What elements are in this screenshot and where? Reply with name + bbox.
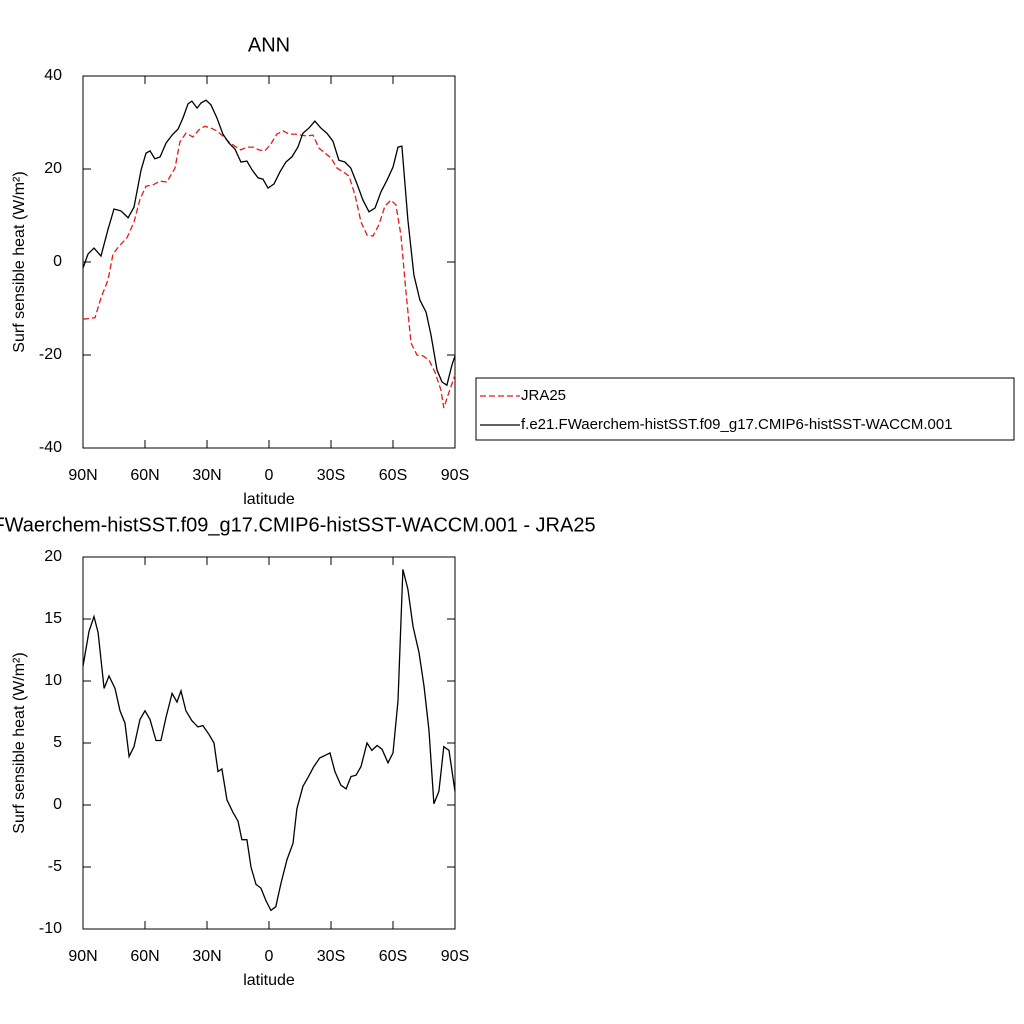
x-tick-label: 90N	[68, 467, 97, 484]
legend-label: f.e21.FWaerchem-histSST.f09_g17.CMIP6-hi…	[521, 416, 953, 433]
y-tick-label: -5	[48, 858, 62, 875]
x-tick-label: 60S	[379, 467, 407, 484]
x-tick-label: 30S	[317, 467, 345, 484]
y-tick-label: 40	[44, 67, 62, 84]
x-tick-label: 60S	[379, 948, 407, 965]
y-tick-label: 15	[44, 610, 62, 627]
data-line	[82, 569, 456, 912]
y-axis-label: Surf sensible heat (W/m²)	[11, 652, 28, 833]
y-tick-label: 20	[44, 548, 62, 565]
data-line	[82, 99, 456, 387]
x-tick-label: 0	[265, 948, 274, 965]
y-axis-label: Surf sensible heat (W/m²)	[11, 171, 28, 352]
y-tick-label: 5	[53, 734, 62, 751]
y-tick-label: 10	[44, 672, 62, 689]
y-tick-label: -10	[39, 920, 62, 937]
y-tick-label: 0	[53, 796, 62, 813]
plot-frame	[82, 75, 456, 449]
x-tick-label: 90S	[441, 467, 469, 484]
legend-box	[475, 377, 1015, 441]
x-axis-label: latitude	[243, 491, 295, 508]
chart-title: f.e21.FWaerchem-histSST.f09_g17.CMIP6-hi…	[0, 514, 596, 536]
y-tick-label: 0	[53, 253, 62, 270]
x-tick-label: 30N	[192, 948, 221, 965]
chart-title: ANN	[248, 34, 290, 56]
x-tick-label: 90N	[68, 948, 97, 965]
y-tick-label: 20	[44, 160, 62, 177]
x-tick-label: 90S	[441, 948, 469, 965]
x-tick-label: 60N	[130, 467, 159, 484]
x-tick-label: 30S	[317, 948, 345, 965]
x-tick-label: 30N	[192, 467, 221, 484]
x-axis-label: latitude	[243, 972, 295, 989]
y-tick-label: -40	[39, 439, 62, 456]
plot-frame	[82, 556, 456, 930]
legend-label: JRA25	[521, 387, 566, 404]
data-line	[82, 125, 456, 409]
x-tick-label: 60N	[130, 948, 159, 965]
y-tick-label: -20	[39, 346, 62, 363]
x-tick-label: 0	[265, 467, 274, 484]
